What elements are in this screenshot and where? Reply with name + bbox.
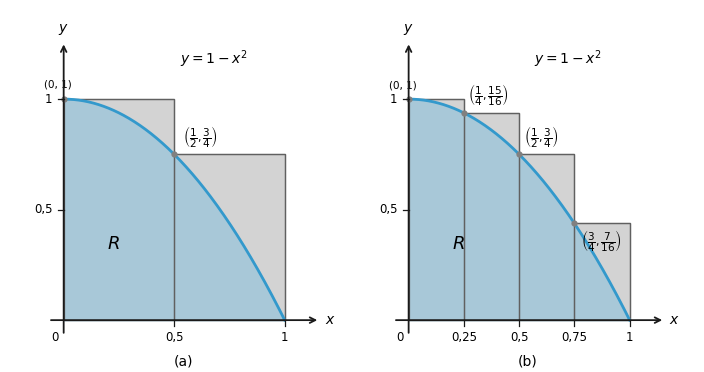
Bar [408, 99, 464, 320]
Text: 1: 1 [45, 93, 53, 106]
Text: $y = 1 - x^2$: $y = 1 - x^2$ [534, 49, 601, 70]
Text: 1: 1 [390, 93, 398, 106]
Text: R: R [453, 235, 465, 253]
Text: 0,5: 0,5 [379, 203, 398, 216]
Bar [464, 113, 519, 320]
Text: $x$: $x$ [670, 313, 680, 327]
Bar [464, 113, 519, 320]
Text: $x$: $x$ [325, 313, 335, 327]
Bar [174, 154, 284, 320]
Bar [63, 99, 174, 320]
Text: 0,25: 0,25 [451, 331, 477, 344]
Text: 1: 1 [626, 331, 634, 344]
Text: (b): (b) [518, 354, 538, 368]
Text: 0: 0 [396, 331, 403, 344]
Bar [519, 154, 574, 320]
Text: (0, 1): (0, 1) [44, 79, 72, 89]
Text: $\left(\dfrac{1}{2},\dfrac{3}{4}\right)$: $\left(\dfrac{1}{2},\dfrac{3}{4}\right)$ [183, 124, 218, 150]
Bar [574, 224, 629, 320]
Bar [174, 154, 284, 320]
Text: $\left(\dfrac{1}{2},\dfrac{3}{4}\right)$: $\left(\dfrac{1}{2},\dfrac{3}{4}\right)$ [524, 124, 558, 150]
Text: 0,75: 0,75 [561, 331, 587, 344]
Bar [519, 154, 574, 320]
Text: 0,5: 0,5 [165, 331, 184, 344]
Text: $y$: $y$ [403, 22, 414, 37]
Text: 0,5: 0,5 [510, 331, 529, 344]
Text: $\left(\dfrac{3}{4},\dfrac{7}{16}\right)$: $\left(\dfrac{3}{4},\dfrac{7}{16}\right)… [581, 228, 622, 254]
Text: $y$: $y$ [58, 22, 69, 37]
Bar [63, 99, 174, 320]
Text: R: R [108, 235, 120, 253]
Text: $y = 1 - x^2$: $y = 1 - x^2$ [180, 49, 248, 70]
Bar [408, 99, 464, 320]
Text: (a): (a) [173, 354, 193, 368]
Text: 0,5: 0,5 [34, 203, 53, 216]
Text: $\left(\dfrac{1}{4},\dfrac{15}{16}\right)$: $\left(\dfrac{1}{4},\dfrac{15}{16}\right… [468, 83, 509, 109]
Text: 0: 0 [51, 331, 58, 344]
Text: 1: 1 [281, 331, 289, 344]
Bar [574, 224, 629, 320]
Text: (0, 1): (0, 1) [389, 80, 417, 90]
